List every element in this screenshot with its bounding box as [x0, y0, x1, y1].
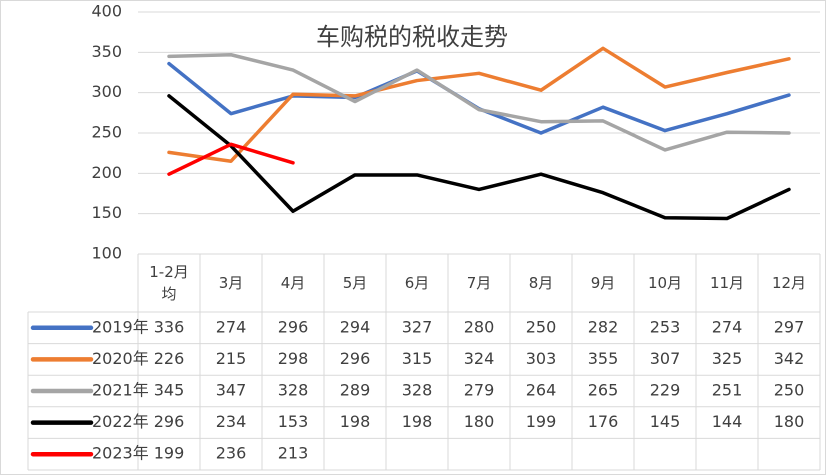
x-tick-label-box: 12月	[771, 274, 807, 292]
table-value: 198	[340, 412, 371, 431]
x-tick-label: 12月	[771, 274, 807, 292]
table-value: 324	[464, 349, 495, 368]
table-value: 153	[278, 412, 309, 431]
table-value: 347	[216, 381, 247, 400]
table-value: 315	[402, 349, 433, 368]
x-tick-label: 3月	[218, 274, 244, 292]
y-tick-label: 400	[91, 2, 122, 21]
table-value: 303	[526, 349, 557, 368]
table-value: 198	[402, 412, 433, 431]
table-value: 229	[650, 381, 681, 400]
table-value: 289	[340, 381, 371, 400]
x-tick-label-box: 11月	[709, 274, 745, 292]
table-value: 180	[464, 412, 495, 431]
table-value: 297	[774, 317, 805, 336]
table-value: 250	[774, 381, 805, 400]
table-value: 199	[526, 412, 557, 431]
table-value: 342	[774, 349, 805, 368]
table-value: 226	[154, 349, 185, 368]
table-value: 213	[278, 444, 309, 463]
table-value: 296	[154, 412, 185, 431]
x-tick-label-box: 1-2月均	[149, 263, 189, 303]
table-value: 234	[216, 412, 247, 431]
y-tick-label: 300	[91, 82, 122, 101]
y-tick-label: 150	[91, 203, 122, 222]
table-value: 328	[402, 381, 433, 400]
table-value: 279	[464, 381, 495, 400]
table-value: 296	[278, 317, 309, 336]
table-value: 264	[526, 381, 557, 400]
x-tick-label: 7月	[466, 274, 492, 292]
x-tick-label-box: 7月	[466, 274, 492, 292]
x-tick-label: 10月	[647, 274, 683, 292]
table-value: 144	[712, 412, 743, 431]
table-value: 274	[712, 317, 743, 336]
x-tick-label: 9月	[590, 274, 616, 292]
table-value: 274	[216, 317, 247, 336]
series-line	[167, 142, 295, 176]
table-value: 180	[774, 412, 805, 431]
x-tick-label: 5月	[342, 274, 368, 292]
y-tick-label: 100	[91, 244, 122, 263]
x-tick-label: 1-2月均	[149, 263, 189, 303]
table-value: 296	[340, 349, 371, 368]
table-value: 250	[526, 317, 557, 336]
table-value: 253	[650, 317, 681, 336]
table-value: 336	[154, 317, 185, 336]
table-value: 199	[154, 444, 185, 463]
table-value: 328	[278, 381, 309, 400]
table-value: 282	[588, 317, 619, 336]
table-value: 265	[588, 381, 619, 400]
table-value: 355	[588, 349, 619, 368]
series-line	[167, 46, 791, 163]
table-value: 294	[340, 317, 371, 336]
legend-label: 2022年	[92, 412, 149, 431]
table-value: 236	[216, 444, 247, 463]
table-value: 307	[650, 349, 681, 368]
x-tick-label: 4月	[280, 274, 306, 292]
legend-label: 2023年	[92, 444, 149, 463]
y-tick-label: 250	[91, 123, 122, 142]
series-line	[167, 94, 791, 221]
table-value: 251	[712, 381, 743, 400]
table-value: 280	[464, 317, 495, 336]
x-tick-label-box: 8月	[528, 274, 554, 292]
y-tick-label: 200	[91, 163, 122, 182]
x-tick-label-box: 9月	[590, 274, 616, 292]
table-value: 145	[650, 412, 681, 431]
x-tick-label: 8月	[528, 274, 554, 292]
x-tick-label-box: 10月	[647, 274, 683, 292]
table-value: 325	[712, 349, 743, 368]
legend-label: 2020年	[92, 349, 149, 368]
table-value: 298	[278, 349, 309, 368]
x-tick-label-box: 5月	[342, 274, 368, 292]
table-value: 215	[216, 349, 247, 368]
x-tick-label: 6月	[404, 274, 430, 292]
legend-label: 2019年	[92, 317, 149, 336]
x-tick-label-box: 6月	[404, 274, 430, 292]
table-value: 176	[588, 412, 619, 431]
legend-label: 2021年	[92, 381, 149, 400]
y-tick-label: 350	[91, 42, 122, 61]
x-tick-label: 11月	[709, 274, 745, 292]
table-value: 345	[154, 381, 185, 400]
chart-title: 车购税的税收走势	[316, 23, 508, 51]
table-value: 327	[402, 317, 433, 336]
series-line	[167, 53, 791, 152]
x-tick-label-box: 4月	[280, 274, 306, 292]
x-tick-label-box: 3月	[218, 274, 244, 292]
